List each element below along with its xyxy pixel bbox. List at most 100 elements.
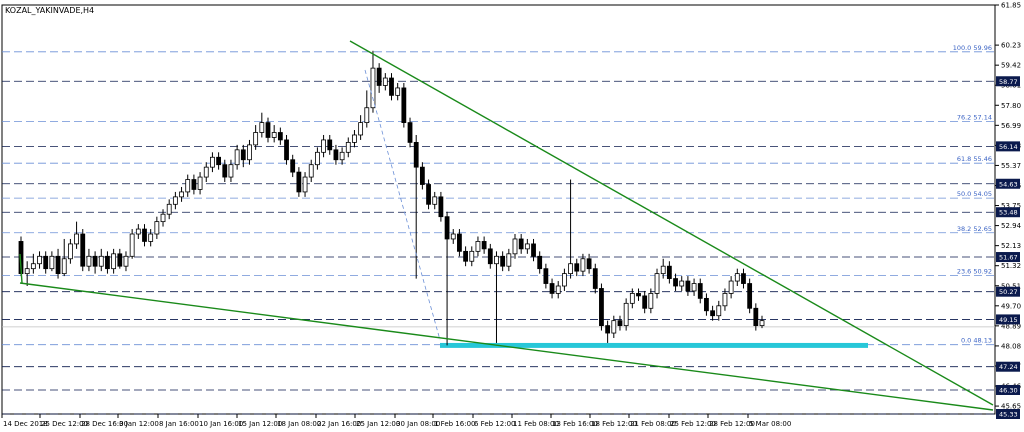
candle-body: [105, 255, 110, 270]
candle-body: [487, 248, 493, 265]
candle-body: [271, 132, 277, 138]
candle-body: [629, 293, 635, 304]
candle-body: [419, 166, 425, 185]
candle-body: [228, 164, 234, 178]
y-tick-label: 59.42: [1001, 62, 1021, 70]
candle-body: [673, 278, 678, 287]
y-tick-label: 48.08: [1001, 342, 1021, 350]
candle-body: [611, 320, 617, 334]
candle-body: [98, 255, 104, 267]
level-label-box: [996, 141, 1020, 152]
candle-body: [172, 196, 178, 205]
candle-body: [352, 134, 357, 143]
candle-body: [203, 166, 209, 178]
y-tick-label: 50.51: [1001, 282, 1021, 290]
candle-body: [376, 67, 382, 86]
candle-body: [290, 159, 296, 173]
candle-body: [586, 258, 592, 270]
y-tick-label: 57.80: [1001, 102, 1021, 110]
candle-body: [580, 258, 586, 272]
x-tick-label: 28 Feb 12:00: [709, 420, 755, 428]
candle-body: [704, 297, 709, 312]
trendline: [19, 253, 23, 284]
candle-body: [179, 191, 184, 198]
candle-body: [296, 171, 302, 193]
level-label-box: [996, 314, 1020, 325]
x-tick-label: 25 Feb 12:00: [670, 420, 716, 428]
x-tick-label: 10 Jan 16:00: [199, 420, 243, 428]
candle-body: [92, 255, 98, 267]
candle-body: [68, 243, 73, 260]
x-tick-label: 22 Jan 16:00: [317, 420, 361, 428]
candle-body: [494, 255, 499, 265]
candle-body: [74, 233, 79, 245]
candle-body: [395, 87, 401, 96]
candle-body: [327, 139, 333, 151]
fib-label: 23.6 50.92: [957, 268, 992, 276]
candle-body: [222, 164, 228, 178]
candle-body: [469, 250, 475, 262]
fib-label: 0.0 48.13: [961, 337, 992, 345]
candle-body: [191, 179, 197, 190]
candle-body: [401, 87, 407, 123]
level-label: 47.24: [999, 363, 1018, 371]
candle-body: [314, 151, 320, 166]
candle-body: [148, 233, 154, 242]
candle-body: [135, 228, 141, 235]
candle-body: [617, 320, 623, 327]
y-tick-label: 51.32: [1001, 262, 1021, 270]
candle-body: [599, 288, 604, 327]
candle-body: [240, 149, 246, 161]
candle-body: [55, 255, 61, 275]
candle-body: [407, 122, 413, 143]
x-tick-label: 11 Feb 08:00: [513, 420, 559, 428]
candle-body: [574, 263, 580, 272]
candle-body: [710, 310, 715, 317]
x-tick-label: 25 Jan 12:00: [356, 420, 400, 428]
y-tick-label: 45.65: [1001, 403, 1021, 411]
candle-body: [30, 263, 36, 270]
candle-body: [382, 77, 388, 86]
candle-body: [759, 320, 765, 327]
candle-body: [247, 144, 252, 161]
level-label-box: [996, 286, 1020, 297]
candle-body: [216, 156, 222, 166]
candle-body: [543, 268, 549, 284]
fib-label: 38.2 52.65: [957, 225, 992, 233]
level-label: 50.27: [999, 288, 1018, 296]
candle-body: [185, 179, 191, 193]
candle-body: [568, 263, 573, 275]
candle-body: [685, 280, 691, 292]
y-tick-label: 48.89: [1001, 322, 1021, 330]
level-label: 45.33: [999, 411, 1018, 419]
candle-body: [24, 268, 30, 275]
candle-body: [234, 149, 240, 166]
candle-body: [549, 283, 555, 294]
candle-body: [697, 283, 703, 299]
candle-body: [111, 253, 117, 270]
candle-body: [321, 139, 326, 153]
candle-body: [364, 107, 370, 123]
x-tick-label: 14 Dec 2018: [3, 420, 48, 428]
candle-body: [450, 233, 456, 240]
candle-body: [537, 255, 543, 270]
candle-body: [475, 241, 481, 252]
candle-body: [679, 280, 685, 287]
candle-body: [500, 255, 506, 267]
candle-body: [432, 196, 438, 205]
x-tick-label: 8 Jan 16:00: [159, 420, 199, 428]
x-tick-label: 21 Feb 08:00: [630, 420, 676, 428]
level-label: 49.15: [999, 316, 1018, 324]
candle-body: [43, 255, 49, 270]
y-tick-label: 49.70: [1001, 302, 1021, 310]
fib-diagonal: [364, 69, 441, 341]
candle-body: [166, 203, 172, 215]
x-tick-label: 6 Feb 12:00: [474, 420, 515, 428]
candle-body: [389, 77, 394, 96]
candle-body: [648, 293, 654, 309]
level-label: 46.30: [999, 386, 1018, 394]
candle-body: [728, 280, 734, 294]
candle-body: [413, 142, 419, 168]
level-label-box: [996, 178, 1020, 189]
